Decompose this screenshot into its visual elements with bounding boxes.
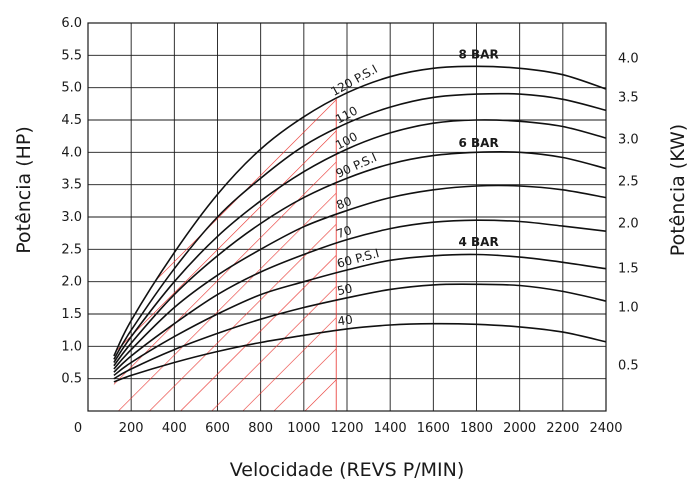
plot-frame [87,22,607,412]
x-tick-label: 1000 [287,421,320,436]
y-tick-label: 2.5 [61,242,82,257]
y-tick-label: 0.5 [61,372,82,387]
series-line-7 [113,92,607,360]
bar-annotation: 4 BAR [459,235,499,249]
x-tick-label: 1800 [460,421,493,436]
y-tick-label: 5.0 [61,81,82,96]
series-line-0 [113,322,607,383]
y-tick-label: 3.5 [61,178,82,193]
curves [113,65,607,383]
y2-tick-label: 1.0 [618,301,639,316]
series-line-3 [113,219,607,373]
series-line-2 [113,253,607,377]
x-tick-label: 2200 [546,421,579,436]
x-tick-label: 200 [119,421,144,436]
shaded-area [113,98,337,411]
y2-tick-labels: 0.5 1.0 1.5 2.0 2.5 3.0 3.5 4.0 [618,52,639,374]
y-tick-label: 4.5 [61,113,82,128]
shaded-region [113,98,337,411]
curve-label: 90 P.S.I [334,150,379,180]
y-tick-label: 1.0 [61,339,82,354]
y-tick-label: 4.0 [61,145,82,160]
y-tick-label: 3.0 [61,210,82,225]
series-line-5 [113,151,607,367]
y2-tick-label: 3.5 [618,90,639,105]
series-line-8 [113,65,607,357]
bar-annotation: 6 BAR [459,136,499,150]
x-tick-labels: 0 200 400 600 800 1000 1200 1400 1600 1800 2000 220… [74,421,623,436]
series-line-1 [113,283,607,380]
y-axis-title: Potência (HP) [13,126,35,254]
y2-tick-label: 2.0 [618,216,639,231]
curve-label: 120 P.S.I [329,62,380,99]
y-tick-label: 6.0 [61,16,82,31]
x-tick-label: 1600 [417,421,450,436]
x-tick-label: 2400 [589,421,622,436]
annotations: 8 BAR 6 BAR 4 BAR [459,48,499,250]
y2-tick-label: 1.5 [618,262,639,277]
curve-label: 80 [334,194,353,212]
series-line-4 [113,184,607,370]
x-tick-label: 1400 [374,421,407,436]
curve-label: 70 [335,223,354,241]
y-tick-label: 5.5 [61,48,82,63]
x-tick-label: 2000 [503,421,536,436]
series-line-6 [113,119,607,363]
x-tick-label: 800 [248,421,273,436]
y2-tick-label: 3.0 [618,132,639,147]
y-tick-labels: 0.5 1.0 1.5 2.0 2.5 3.0 3.5 4.0 4.5 5.0 5.5 6.0 [61,16,82,387]
y-tick-label: 1.5 [61,307,82,322]
x-tick-label: 400 [162,421,187,436]
y-tick-label: 2.0 [61,275,82,290]
x-tick-label: 0 [74,421,82,436]
y2-tick-label: 0.5 [618,359,639,374]
y2-tick-label: 2.5 [618,174,639,189]
bar-annotation: 8 BAR [459,48,499,62]
y2-axis-title: Potência (KW) [667,124,689,256]
x-tick-label: 600 [205,421,230,436]
curve-label: 40 [337,312,354,328]
y2-tick-label: 4.0 [618,52,639,67]
curve-label: 50 [336,281,354,298]
x-axis-title: Velocidade (REVS P/MIN) [230,459,465,481]
x-tick-label: 1200 [330,421,363,436]
